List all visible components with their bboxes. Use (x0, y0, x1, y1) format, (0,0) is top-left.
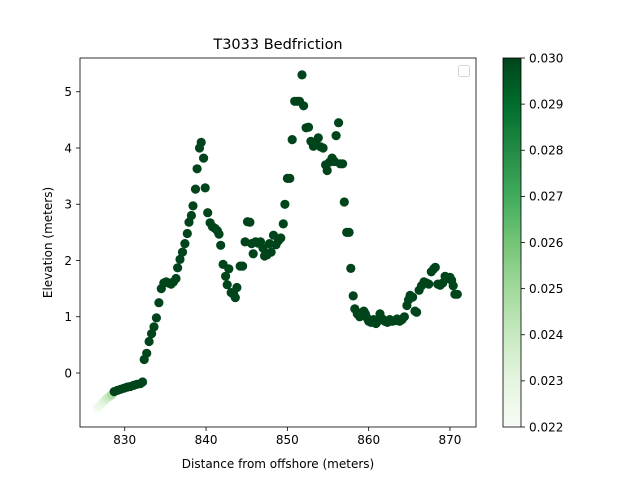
data-point (318, 143, 328, 153)
y-tick-label: 3 (64, 198, 72, 212)
data-point (248, 249, 258, 259)
data-point (303, 122, 314, 132)
y-tick-label: 2 (64, 254, 72, 268)
data-point (245, 217, 255, 227)
y-tick-label: 0 (64, 366, 72, 380)
data-point (230, 293, 240, 303)
data-point (322, 165, 332, 176)
y-axis-ticks: 0 1 2 3 4 5 (64, 85, 80, 380)
data-point (221, 271, 231, 281)
data-point (399, 312, 409, 322)
data-points (92, 70, 462, 413)
colorbar-tick-label: 0.027 (529, 190, 563, 204)
data-point (216, 240, 226, 250)
y-tick-label: 4 (64, 141, 72, 155)
data-point (203, 208, 213, 218)
data-point (424, 279, 434, 289)
data-point (199, 153, 209, 163)
data-point (232, 282, 242, 293)
data-point (299, 101, 309, 111)
plot-frame (79, 57, 477, 428)
data-point (196, 137, 206, 147)
colorbar-tick-label: 0.025 (529, 282, 563, 296)
data-point (154, 298, 164, 308)
x-tick-label: 830 (113, 433, 136, 447)
data-point (276, 233, 286, 243)
data-point (448, 281, 458, 291)
data-point (200, 183, 210, 193)
data-point (408, 292, 418, 302)
data-point (297, 70, 307, 80)
data-point (266, 247, 276, 257)
data-point (344, 227, 354, 237)
data-point (430, 262, 440, 272)
data-point (348, 291, 358, 301)
data-point (188, 201, 198, 211)
data-point (334, 118, 344, 128)
colorbar-tick-label: 0.022 (529, 420, 563, 434)
data-point (313, 133, 323, 143)
y-tick-label: 1 (64, 310, 72, 324)
colorbar-tick-label: 0.029 (529, 97, 563, 111)
data-point (190, 184, 201, 194)
data-point (142, 348, 152, 358)
x-tick-label: 840 (195, 433, 218, 447)
data-point (186, 210, 196, 221)
data-point (138, 377, 148, 387)
data-point (214, 229, 224, 239)
x-tick-label: 860 (357, 433, 380, 447)
colorbar-tick-label: 0.026 (529, 236, 563, 250)
data-point (412, 307, 422, 317)
y-axis-label: Elevation (meters) (41, 187, 55, 298)
data-point (224, 264, 234, 274)
colorbar-tick-label: 0.024 (529, 328, 563, 342)
x-axis-ticks: 830 840 850 860 870 (113, 427, 461, 447)
legend-box (458, 65, 470, 77)
data-point (285, 173, 295, 183)
data-point (331, 131, 341, 141)
data-point (144, 336, 154, 347)
data-point (452, 289, 462, 299)
data-point (151, 313, 161, 323)
data-point (280, 199, 290, 209)
data-point (339, 197, 349, 207)
data-point (346, 263, 356, 273)
colorbar-ticks: 0.022 0.023 0.024 0.025 0.026 0.027 0.028 0.029… (521, 51, 563, 434)
y-tick-label: 5 (64, 85, 72, 99)
data-point (182, 228, 192, 239)
data-point (338, 159, 348, 169)
data-point (258, 243, 268, 253)
data-point (173, 263, 183, 273)
colorbar (502, 57, 522, 428)
chart-title: T3033 Bedfriction (212, 37, 342, 53)
data-point (238, 261, 248, 271)
data-point (287, 135, 297, 145)
data-point (175, 254, 185, 264)
colorbar-tick-label: 0.028 (529, 144, 563, 158)
colorbar-tick-label: 0.023 (529, 374, 563, 388)
x-tick-label: 870 (439, 433, 462, 447)
colorbar-tick-label: 0.030 (529, 51, 563, 65)
data-point (177, 247, 188, 257)
data-point (149, 322, 159, 332)
data-point (192, 164, 202, 174)
x-axis-label: Distance from offshore (meters) (182, 457, 374, 471)
data-point (222, 280, 232, 290)
data-point (278, 219, 288, 229)
data-point (171, 273, 181, 284)
x-tick-label: 850 (276, 433, 299, 447)
data-point (180, 239, 190, 249)
